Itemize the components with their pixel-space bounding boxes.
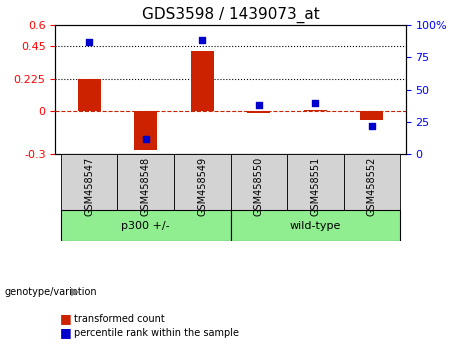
Bar: [78, 79, 100, 111]
Bar: [135, 111, 157, 150]
Bar: [191, 51, 213, 111]
Bar: [230, 154, 287, 211]
Text: percentile rank within the sample: percentile rank within the sample: [74, 328, 239, 338]
Bar: [174, 154, 230, 211]
Text: GSM458550: GSM458550: [254, 157, 264, 216]
Bar: [118, 154, 174, 211]
Bar: [61, 211, 230, 241]
Text: ▶: ▶: [71, 287, 80, 297]
Title: GDS3598 / 1439073_at: GDS3598 / 1439073_at: [142, 7, 319, 23]
Point: [86, 39, 93, 45]
Bar: [61, 154, 118, 211]
Point: [142, 136, 149, 142]
Text: GSM458549: GSM458549: [197, 157, 207, 216]
Text: GSM458551: GSM458551: [310, 157, 320, 216]
Text: ■: ■: [60, 326, 71, 339]
Text: GSM458548: GSM458548: [141, 157, 151, 216]
Text: GSM458547: GSM458547: [84, 157, 94, 216]
Text: transformed count: transformed count: [74, 314, 165, 324]
Bar: [361, 111, 383, 120]
Bar: [230, 211, 400, 241]
Text: ■: ■: [60, 312, 71, 325]
Point: [312, 100, 319, 105]
Text: GSM458552: GSM458552: [367, 157, 377, 216]
Bar: [287, 154, 343, 211]
Point: [199, 38, 206, 43]
Text: p300 +/-: p300 +/-: [121, 221, 170, 230]
Point: [255, 102, 262, 108]
Text: genotype/variation: genotype/variation: [5, 287, 97, 297]
Bar: [248, 111, 270, 113]
Point: [368, 123, 375, 129]
Text: wild-type: wild-type: [290, 221, 341, 230]
Bar: [343, 154, 400, 211]
Bar: [304, 110, 326, 111]
